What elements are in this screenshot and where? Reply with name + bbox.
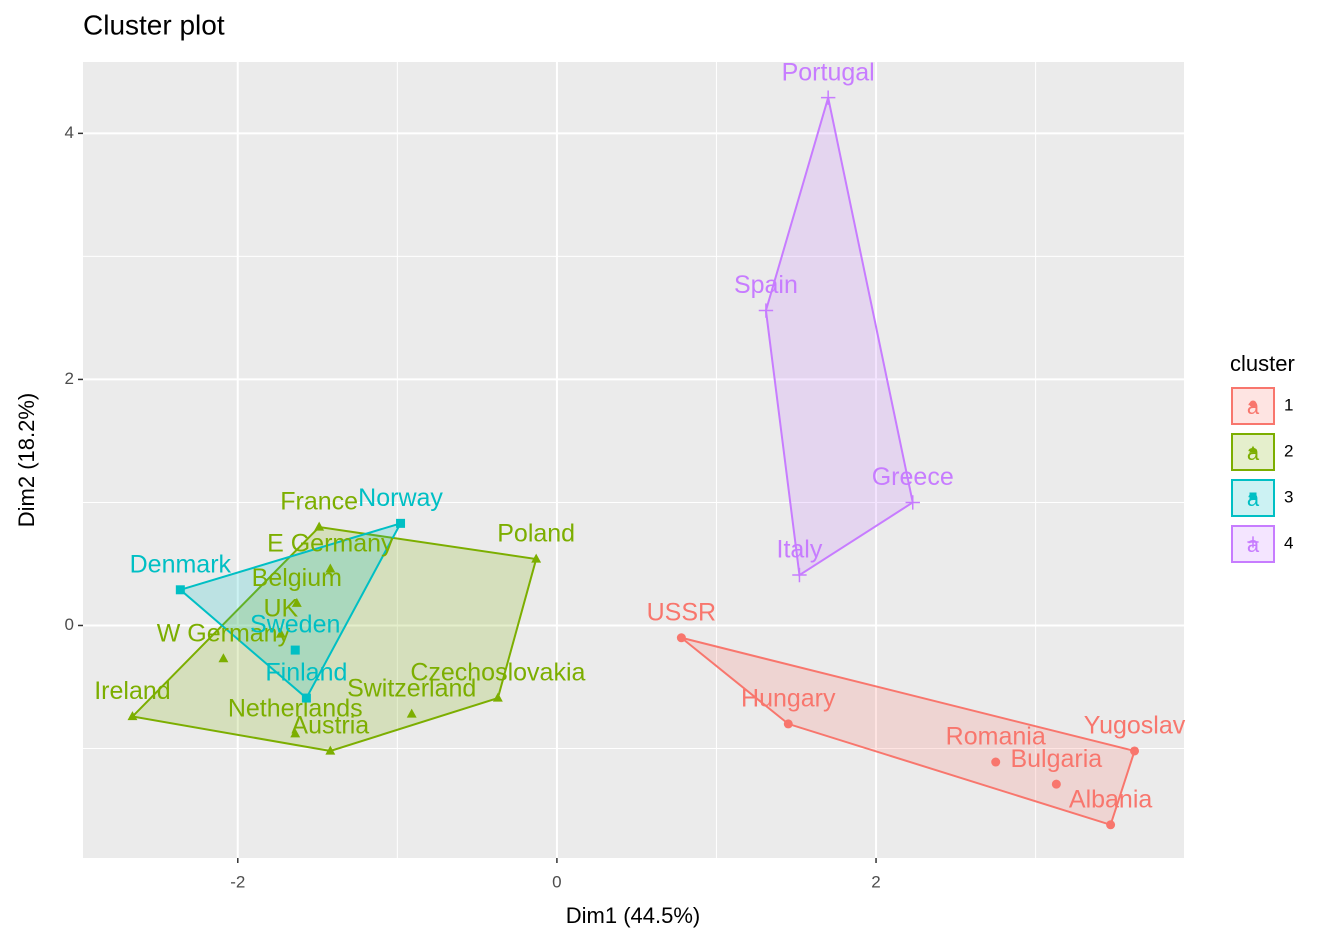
chart-title: Cluster plot: [83, 9, 225, 40]
cluster-hull: [130, 525, 538, 752]
legend-symbol: [1249, 492, 1257, 500]
point-label: France: [280, 488, 358, 516]
panel: [83, 62, 1184, 858]
point-label: Spain: [734, 271, 798, 299]
point: [275, 628, 286, 638]
point: [218, 653, 229, 663]
legend-symbol: [1249, 400, 1257, 408]
point: [783, 719, 793, 729]
x-tick-label: 2: [871, 872, 880, 891]
point: [1106, 820, 1116, 830]
point: [325, 563, 336, 573]
point: [301, 693, 311, 703]
legend-symbol: [1249, 445, 1257, 453]
point-label: Albania: [1069, 785, 1152, 813]
point: [291, 597, 302, 607]
point-label: Portugal: [782, 58, 875, 86]
point-label: Italy: [777, 536, 823, 564]
point-label: E Germany: [267, 529, 394, 557]
point-label: Sweden: [250, 611, 340, 639]
point-label: Poland: [497, 520, 575, 548]
point-label: Belgium: [252, 564, 342, 592]
point-label: Bulgaria: [1010, 745, 1102, 773]
legend: a1a2a3a4: [1231, 387, 1293, 563]
y-axis-label: Dim2 (18.2%): [14, 393, 39, 527]
point: [406, 708, 417, 718]
point: [396, 518, 406, 528]
point: [1051, 779, 1061, 789]
legend-label: 2: [1284, 441, 1293, 460]
point: [127, 711, 138, 721]
point: [290, 645, 300, 655]
x-tick-label: -2: [230, 872, 245, 891]
point: [792, 567, 807, 583]
point: [492, 692, 503, 702]
point: [314, 521, 325, 531]
legend-label: 4: [1284, 533, 1293, 552]
point: [905, 495, 920, 510]
legend-title: cluster: [1230, 351, 1295, 376]
point-label: USSR: [647, 598, 716, 626]
point: [758, 303, 774, 318]
point-label: UK: [263, 595, 298, 623]
point: [531, 553, 542, 563]
point-label: Yugoslav: [1084, 712, 1186, 740]
y-tick-label: 0: [65, 615, 74, 634]
point: [1130, 746, 1140, 756]
point-label: Czechoslovakia: [410, 659, 585, 687]
point: [325, 745, 336, 755]
x-tick-label: 0: [552, 872, 561, 891]
point-label: Austria: [291, 712, 369, 740]
point: [175, 585, 185, 595]
point-label: Finland: [265, 659, 347, 687]
point-label: Romania: [946, 723, 1046, 751]
point-label: Hungary: [741, 685, 836, 713]
legend-label: 1: [1284, 395, 1293, 414]
legend-symbol: [1247, 536, 1259, 548]
x-axis-label: Dim1 (44.5%): [566, 903, 700, 928]
point: [290, 728, 301, 738]
grid: [83, 62, 1184, 858]
point: [676, 633, 686, 643]
point-label: W Germany: [157, 619, 291, 647]
point: [991, 757, 1001, 767]
y-tick-label: 2: [65, 369, 74, 388]
point-label: Ireland: [94, 677, 170, 705]
legend-label: 3: [1284, 487, 1293, 506]
point-label: Denmark: [130, 550, 232, 578]
point-label: Norway: [358, 484, 443, 512]
y-tick-label: 4: [65, 123, 74, 142]
point-label: Switzerland: [347, 675, 476, 703]
point: [820, 90, 836, 105]
cluster-hull: [178, 521, 403, 700]
point-label: Greece: [872, 463, 954, 491]
point-label: Netherlands: [228, 694, 363, 722]
